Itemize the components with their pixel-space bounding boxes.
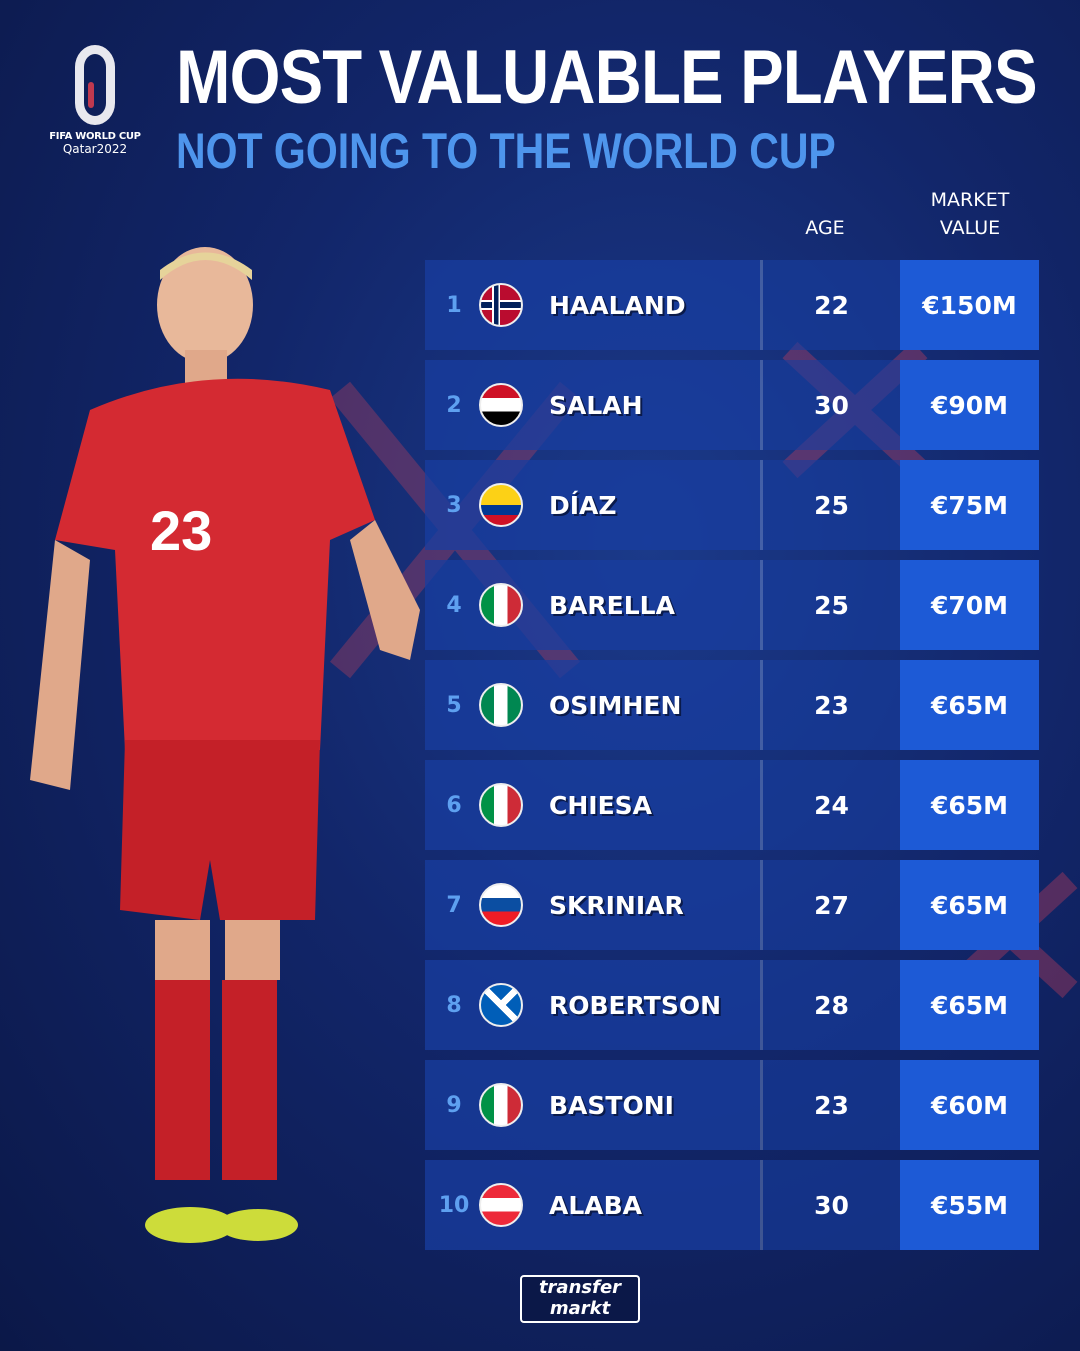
- player-name: BASTONI: [549, 1090, 674, 1120]
- header-line: VALUE: [939, 217, 1001, 239]
- player-name: CHIESA: [549, 790, 653, 820]
- brand-line: transfer: [538, 1277, 622, 1298]
- player-row: 3 DÍAZ 25 €75M: [425, 460, 1039, 550]
- player-name: ALABA: [549, 1190, 643, 1220]
- player-age: 30: [763, 360, 900, 450]
- market-value: €90M: [900, 360, 1039, 450]
- player-row: 8 ROBERTSON 28 €65M: [425, 960, 1039, 1050]
- norway-flag-icon: [479, 283, 523, 327]
- player-name: SALAH: [549, 390, 643, 420]
- player-name-cell: 9 BASTONI: [425, 1060, 760, 1150]
- market-value: €150M: [900, 260, 1039, 350]
- italy-flag-icon: [479, 583, 523, 627]
- column-divider: [760, 660, 763, 750]
- column-divider: [760, 860, 763, 950]
- italy-flag-icon: [479, 783, 523, 827]
- market-value: €65M: [900, 660, 1039, 750]
- player-age: 30: [763, 1160, 900, 1250]
- market-value: €55M: [900, 1160, 1039, 1250]
- rank: 5: [446, 692, 462, 718]
- player-name: OSIMHEN: [549, 690, 682, 720]
- age-column-header: AGE: [805, 217, 845, 239]
- column-divider: [760, 1160, 763, 1250]
- market-value: €65M: [900, 760, 1039, 850]
- market-value-column-header: MARKET VALUE: [905, 186, 1035, 242]
- column-divider: [760, 960, 763, 1050]
- player-name-cell: 7 SKRINIAR: [425, 860, 760, 950]
- player-name: HAALAND: [549, 290, 686, 320]
- svg-text:23: 23: [150, 499, 212, 562]
- player-row: 6 CHIESA 24 €65M: [425, 760, 1039, 850]
- rank: 10: [438, 1192, 470, 1218]
- player-name-cell: 4 BARELLA: [425, 560, 760, 650]
- player-row: 4 BARELLA 25 €70M: [425, 560, 1039, 650]
- player-age: 23: [763, 1060, 900, 1150]
- rank: 8: [446, 992, 462, 1018]
- italy-flag-icon: [479, 1083, 523, 1127]
- rank: 7: [446, 892, 462, 918]
- player-name: BARELLA: [549, 590, 675, 620]
- colombia-flag-icon: [479, 483, 523, 527]
- player-name: ROBERTSON: [549, 990, 721, 1020]
- column-divider: [760, 260, 763, 350]
- player-name-cell: 3 DÍAZ: [425, 460, 760, 550]
- rank: 2: [446, 392, 462, 418]
- column-divider: [760, 360, 763, 450]
- egypt-flag-icon: [479, 383, 523, 427]
- player-age: 24: [763, 760, 900, 850]
- player-row: 9 BASTONI 23 €60M: [425, 1060, 1039, 1150]
- logo-line2: Qatar2022: [62, 142, 128, 156]
- player-age: 27: [763, 860, 900, 950]
- market-value: €65M: [900, 960, 1039, 1050]
- austria-flag-icon: [479, 1183, 523, 1227]
- logo-line1: FIFA WORLD CUP: [49, 131, 141, 142]
- player-age: 22: [763, 260, 900, 350]
- rank: 3: [446, 492, 462, 518]
- player-age: 25: [763, 560, 900, 650]
- player-name-cell: 5 OSIMHEN: [425, 660, 760, 750]
- player-row: 10 ALABA 30 €55M: [425, 1160, 1039, 1250]
- player-name: SKRINIAR: [549, 890, 684, 920]
- market-value: €60M: [900, 1060, 1039, 1150]
- column-divider: [760, 760, 763, 850]
- header-line: MARKET: [930, 189, 1010, 211]
- brand-line: markt: [549, 1298, 611, 1319]
- rank: 9: [446, 1092, 462, 1118]
- slovakia-flag-icon: [479, 883, 523, 927]
- market-value: €70M: [900, 560, 1039, 650]
- player-name: DÍAZ: [549, 490, 617, 520]
- player-row: 2 SALAH 30 €90M: [425, 360, 1039, 450]
- nigeria-flag-icon: [479, 683, 523, 727]
- rank: 1: [446, 292, 462, 318]
- player-row: 1 HAALAND 22 €150M: [425, 260, 1039, 350]
- player-name-cell: 6 CHIESA: [425, 760, 760, 850]
- player-name-cell: 10 ALABA: [425, 1160, 760, 1250]
- player-name-cell: 1 HAALAND: [425, 260, 760, 350]
- column-divider: [760, 460, 763, 550]
- player-row: 7 SKRINIAR 27 €65M: [425, 860, 1039, 950]
- player-age: 25: [763, 460, 900, 550]
- transfermarkt-logo: transfer markt: [520, 1275, 640, 1323]
- player-name-cell: 2 SALAH: [425, 360, 760, 450]
- rank: 4: [446, 592, 462, 618]
- player-age: 28: [763, 960, 900, 1050]
- market-value: €75M: [900, 460, 1039, 550]
- player-row: 5 OSIMHEN 23 €65M: [425, 660, 1039, 750]
- column-divider: [760, 1060, 763, 1150]
- page-subtitle: NOT GOING TO THE WORLD CUP: [176, 123, 836, 179]
- player-name-cell: 8 ROBERTSON: [425, 960, 760, 1050]
- player-age: 23: [763, 660, 900, 750]
- fifa-world-cup-logo: FIFA WORLD CUP Qatar2022: [45, 45, 145, 156]
- player-photo: 23: [30, 247, 420, 1243]
- market-value: €65M: [900, 860, 1039, 950]
- rank: 6: [446, 792, 462, 818]
- page-title: MOST VALUABLE PLAYERS: [176, 35, 1038, 120]
- scotland-flag-icon: [479, 983, 523, 1027]
- column-divider: [760, 560, 763, 650]
- trophy-emblem-icon: [75, 45, 115, 125]
